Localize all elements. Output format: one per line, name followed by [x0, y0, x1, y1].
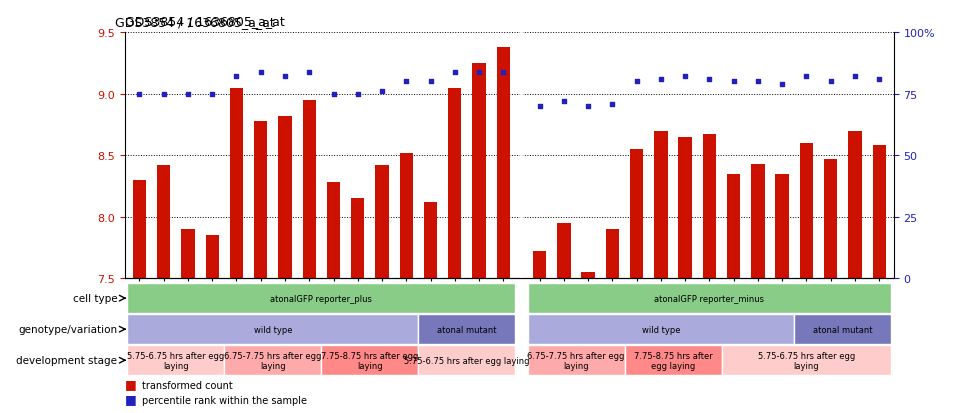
Bar	[128, 283, 515, 313]
Text: 7.75-8.75 hrs after
egg laying: 7.75-8.75 hrs after egg laying	[633, 351, 712, 370]
Bar	[418, 315, 515, 344]
Point	[751, 79, 766, 85]
Bar	[533, 252, 546, 279]
Text: transformed count: transformed count	[142, 380, 233, 390]
Bar	[722, 345, 891, 375]
Bar	[497, 48, 510, 279]
Bar	[528, 315, 795, 344]
Bar	[303, 101, 316, 279]
Bar	[795, 315, 891, 344]
Text: ■: ■	[125, 377, 136, 390]
Bar	[630, 150, 643, 279]
Bar	[528, 345, 625, 375]
Text: development stage: development stage	[16, 355, 117, 366]
Bar	[182, 230, 195, 279]
Point	[580, 103, 596, 110]
Point	[326, 91, 341, 98]
Bar	[351, 199, 364, 279]
Point	[653, 76, 669, 83]
Point	[302, 69, 317, 76]
Point	[181, 91, 196, 98]
Bar	[128, 345, 224, 375]
Text: genotype/variation: genotype/variation	[18, 324, 117, 335]
Point	[556, 99, 572, 105]
Bar	[327, 183, 340, 279]
Text: atonalGFP reporter_minus: atonalGFP reporter_minus	[654, 294, 764, 303]
Text: cell type: cell type	[73, 293, 117, 304]
Text: wild type: wild type	[642, 325, 680, 334]
Bar	[776, 174, 789, 279]
Bar	[157, 166, 170, 279]
Bar	[528, 283, 891, 313]
Text: 6.75-7.75 hrs after egg
laying: 6.75-7.75 hrs after egg laying	[528, 351, 625, 370]
Bar	[849, 131, 862, 279]
Text: atonalGFP reporter_plus: atonalGFP reporter_plus	[270, 294, 372, 303]
Bar	[654, 131, 668, 279]
Point	[447, 69, 462, 76]
Point	[872, 76, 887, 83]
Bar	[448, 88, 461, 279]
Bar	[376, 166, 388, 279]
Point	[399, 79, 414, 85]
Text: 5.75-6.75 hrs after egg laying: 5.75-6.75 hrs after egg laying	[405, 356, 530, 365]
Point	[496, 69, 511, 76]
Point	[604, 101, 620, 108]
Point	[628, 79, 644, 85]
Point	[423, 79, 438, 85]
Bar	[224, 345, 321, 375]
Point	[278, 74, 293, 81]
Point	[253, 69, 268, 76]
Point	[471, 69, 486, 76]
Text: 5.75-6.75 hrs after egg
laying: 5.75-6.75 hrs after egg laying	[758, 351, 855, 370]
Bar	[321, 345, 418, 375]
Bar	[473, 64, 485, 279]
Point	[799, 74, 814, 81]
Point	[375, 89, 390, 95]
Text: 6.75-7.75 hrs after egg
laying: 6.75-7.75 hrs after egg laying	[224, 351, 322, 370]
Point	[132, 91, 147, 98]
Bar	[702, 135, 716, 279]
Bar	[424, 203, 437, 279]
Bar	[824, 159, 837, 279]
Bar	[230, 88, 243, 279]
Bar	[400, 154, 413, 279]
Text: 7.75-8.75 hrs after egg
laying: 7.75-8.75 hrs after egg laying	[321, 351, 419, 370]
Bar	[133, 180, 146, 279]
Bar	[800, 144, 813, 279]
Text: wild type: wild type	[254, 325, 292, 334]
Text: atonal mutant: atonal mutant	[437, 325, 497, 334]
Text: GDS3854 / 1636805_a_at: GDS3854 / 1636805_a_at	[125, 15, 284, 28]
Bar	[752, 164, 765, 279]
Point	[775, 81, 790, 88]
Text: ■: ■	[125, 392, 136, 405]
Point	[205, 91, 220, 98]
Bar	[279, 116, 292, 279]
Bar	[625, 345, 722, 375]
Point	[702, 76, 717, 83]
Point	[532, 103, 548, 110]
Point	[823, 79, 838, 85]
Bar	[678, 138, 692, 279]
Bar	[605, 230, 619, 279]
Bar	[206, 236, 219, 279]
Point	[678, 74, 693, 81]
Bar	[418, 345, 515, 375]
Bar	[581, 273, 595, 279]
Point	[350, 91, 365, 98]
Bar	[727, 174, 740, 279]
Bar	[128, 315, 418, 344]
Text: 5.75-6.75 hrs after egg
laying: 5.75-6.75 hrs after egg laying	[127, 351, 225, 370]
Bar	[254, 121, 267, 279]
Bar	[873, 146, 886, 279]
Text: atonal mutant: atonal mutant	[813, 325, 873, 334]
Point	[156, 91, 171, 98]
Point	[726, 79, 741, 85]
Text: GDS3854 / 1636805_a_at: GDS3854 / 1636805_a_at	[115, 16, 275, 29]
Bar	[557, 223, 571, 279]
Text: percentile rank within the sample: percentile rank within the sample	[142, 395, 308, 405]
Point	[848, 74, 863, 81]
Point	[229, 74, 244, 81]
